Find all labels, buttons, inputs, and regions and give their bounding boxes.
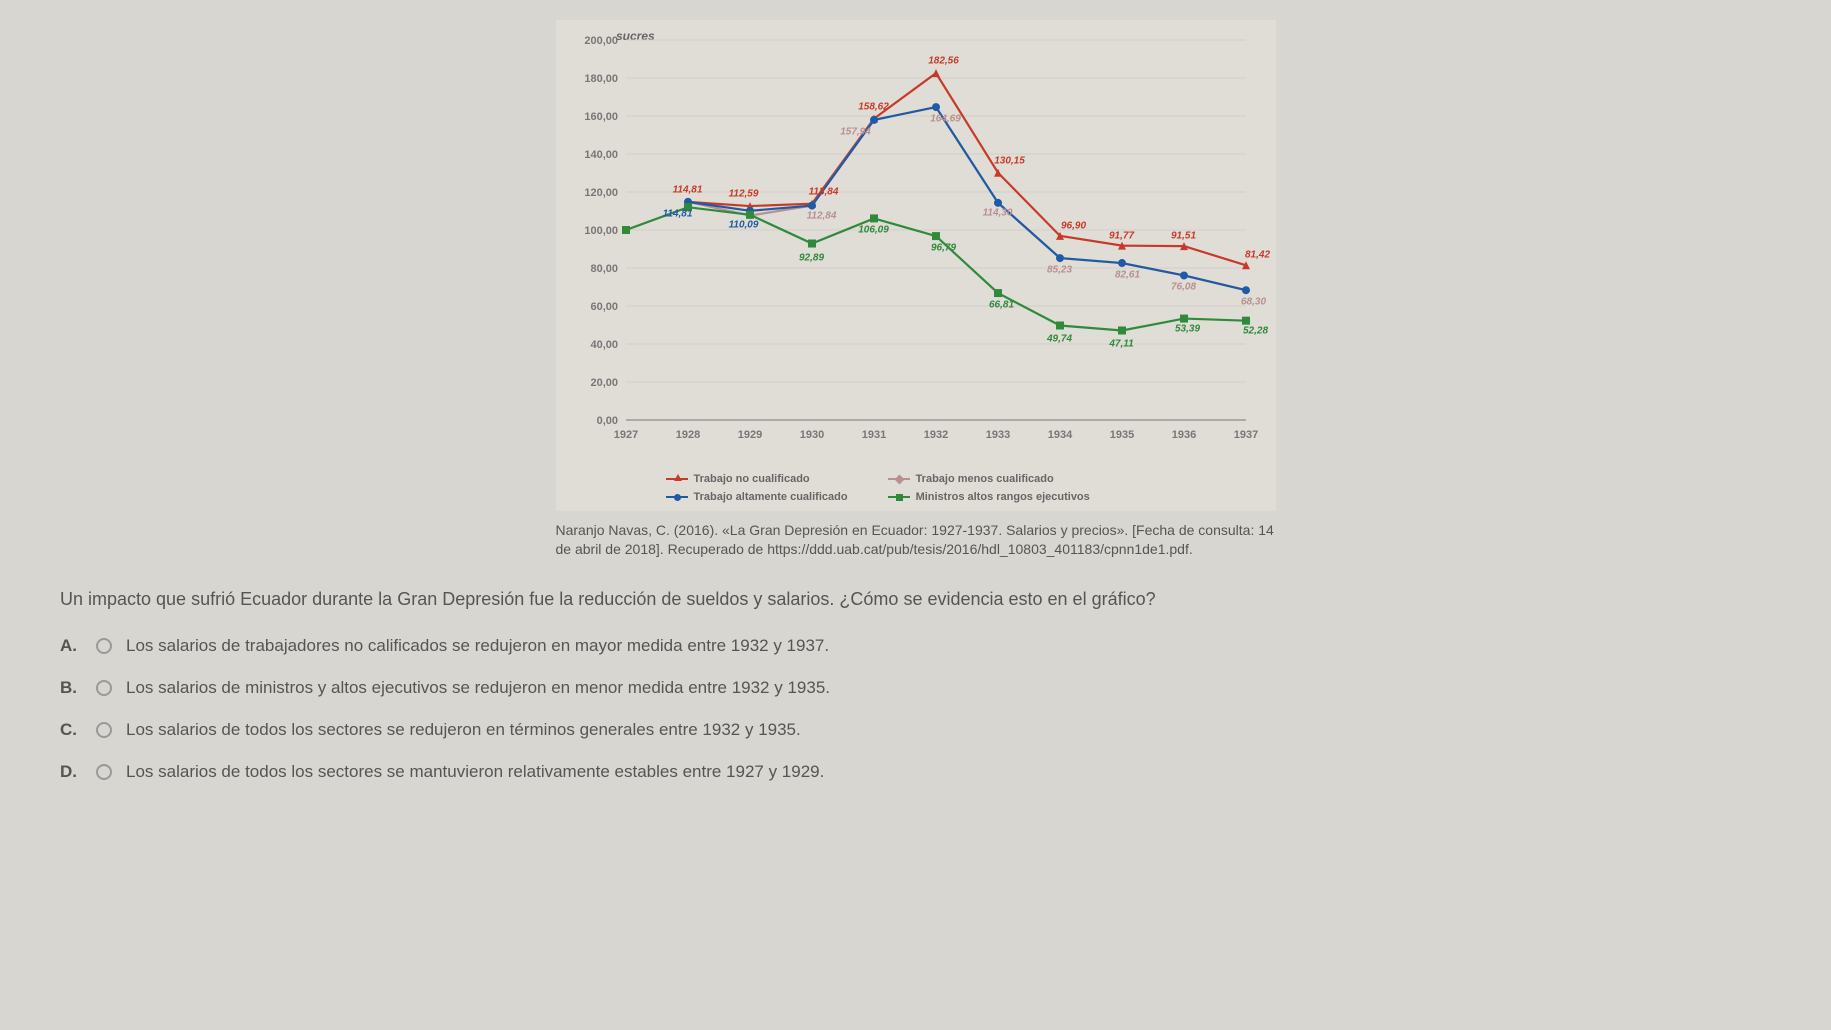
option-text: Los salarios de trabajadores no califica… xyxy=(126,636,829,656)
svg-text:80,00: 80,00 xyxy=(590,263,618,275)
data-point-label: 130,15 xyxy=(994,155,1025,166)
data-point-label: 53,39 xyxy=(1175,323,1200,334)
data-point-label: 96,90 xyxy=(1061,220,1086,231)
svg-text:1935: 1935 xyxy=(1109,429,1133,441)
svg-text:1937: 1937 xyxy=(1233,429,1257,441)
svg-text:1933: 1933 xyxy=(985,429,1009,441)
svg-text:1932: 1932 xyxy=(923,429,947,441)
data-point-label: 114,30 xyxy=(983,207,1013,218)
legend-label: Trabajo no cualificado xyxy=(694,473,810,485)
svg-text:1928: 1928 xyxy=(675,429,699,441)
data-point-label: 47,11 xyxy=(1109,339,1133,350)
option-text: Los salarios de ministros y altos ejecut… xyxy=(126,678,830,698)
data-point-label: 112,59 xyxy=(729,189,759,200)
option-letter: D. xyxy=(60,762,82,782)
answer-option[interactable]: A. Los salarios de trabajadores no califi… xyxy=(60,636,1771,656)
data-point-label: 110,09 xyxy=(729,219,759,230)
option-letter: A. xyxy=(60,636,82,656)
data-point-label: 68,30 xyxy=(1241,297,1266,308)
option-letter: C. xyxy=(60,720,82,740)
data-point-label: 157,94 xyxy=(840,126,871,137)
data-point-label: 92,89 xyxy=(799,252,824,263)
data-point-label: 91,51 xyxy=(1171,231,1196,242)
radio-button[interactable] xyxy=(96,764,112,780)
data-point-label: 113,84 xyxy=(809,186,839,197)
svg-text:120,00: 120,00 xyxy=(584,187,618,199)
data-point-label: 158,62 xyxy=(858,101,889,112)
option-text: Los salarios de todos los sectores se re… xyxy=(126,720,801,740)
legend-label: Trabajo altamente cualificado xyxy=(694,491,848,503)
question-text: Un impacto que sufrió Ecuador durante la… xyxy=(60,589,1771,610)
answer-option[interactable]: C. Los salarios de todos los sectores se … xyxy=(60,720,1771,740)
data-point-label: 82,61 xyxy=(1115,270,1140,281)
answer-options: A. Los salarios de trabajadores no califi… xyxy=(60,636,1771,782)
legend-swatch xyxy=(888,496,910,498)
data-point-label: 182,56 xyxy=(928,56,959,67)
svg-text:160,00: 160,00 xyxy=(584,111,618,123)
svg-text:0,00: 0,00 xyxy=(596,415,617,427)
svg-text:sucres: sucres xyxy=(616,30,655,43)
svg-text:1930: 1930 xyxy=(799,429,823,441)
svg-text:200,00: 200,00 xyxy=(584,35,618,47)
svg-text:180,00: 180,00 xyxy=(584,73,618,85)
svg-text:20,00: 20,00 xyxy=(590,377,618,389)
answer-option[interactable]: B. Los salarios de ministros y altos ejec… xyxy=(60,678,1771,698)
chart-container: sucres 0,00 20,00 40,00 60,00 80,00 100,00 120,… xyxy=(556,20,1276,511)
svg-text:100,00: 100,00 xyxy=(584,225,618,237)
legend-swatch xyxy=(666,496,688,498)
svg-text:1929: 1929 xyxy=(737,429,761,441)
svg-text:1936: 1936 xyxy=(1171,429,1195,441)
legend-label: Trabajo menos cualificado xyxy=(916,473,1054,485)
data-point-label: 112,84 xyxy=(807,210,837,221)
svg-text:140,00: 140,00 xyxy=(584,149,618,161)
radio-button[interactable] xyxy=(96,638,112,654)
data-point-label: 49,74 xyxy=(1047,334,1072,345)
legend-swatch xyxy=(888,478,910,480)
data-point-label: 114,81 xyxy=(673,184,703,195)
data-point-label: 52,28 xyxy=(1243,325,1268,336)
legend-item: Trabajo no cualificado xyxy=(666,473,848,485)
svg-text:1934: 1934 xyxy=(1047,429,1072,441)
svg-text:60,00: 60,00 xyxy=(590,301,618,313)
option-letter: B. xyxy=(60,678,82,698)
answer-option[interactable]: D. Los salarios de todos los sectores se … xyxy=(60,762,1771,782)
data-point-label: 81,42 xyxy=(1245,250,1270,261)
radio-button[interactable] xyxy=(96,680,112,696)
svg-text:1927: 1927 xyxy=(613,429,637,441)
legend-item: Trabajo menos cualificado xyxy=(888,473,1090,485)
data-point-label: 85,23 xyxy=(1047,265,1072,276)
chart-citation: Naranjo Navas, C. (2016). «La Gran Depre… xyxy=(556,521,1276,559)
svg-text:40,00: 40,00 xyxy=(590,339,618,351)
data-point-label: 66,81 xyxy=(989,300,1014,311)
legend-label: Ministros altos rangos ejecutivos xyxy=(916,491,1090,503)
legend-item: Ministros altos rangos ejecutivos xyxy=(888,491,1090,503)
data-point-label: 114,81 xyxy=(663,208,693,219)
radio-button[interactable] xyxy=(96,722,112,738)
option-text: Los salarios de todos los sectores se ma… xyxy=(126,762,824,782)
data-point-label: 96,79 xyxy=(931,243,956,254)
legend-item: Trabajo altamente cualificado xyxy=(666,491,848,503)
svg-text:1931: 1931 xyxy=(861,429,885,441)
data-point-label: 106,09 xyxy=(858,225,889,236)
data-point-label: 76,08 xyxy=(1171,282,1196,293)
data-point-label: 91,77 xyxy=(1109,230,1134,241)
data-point-label: 164,69 xyxy=(930,114,961,125)
legend-swatch xyxy=(666,478,688,480)
line-chart: sucres 0,00 20,00 40,00 60,00 80,00 100,00 120,… xyxy=(566,30,1266,465)
chart-legend: Trabajo no cualificado Trabajo altamente … xyxy=(566,465,1266,507)
